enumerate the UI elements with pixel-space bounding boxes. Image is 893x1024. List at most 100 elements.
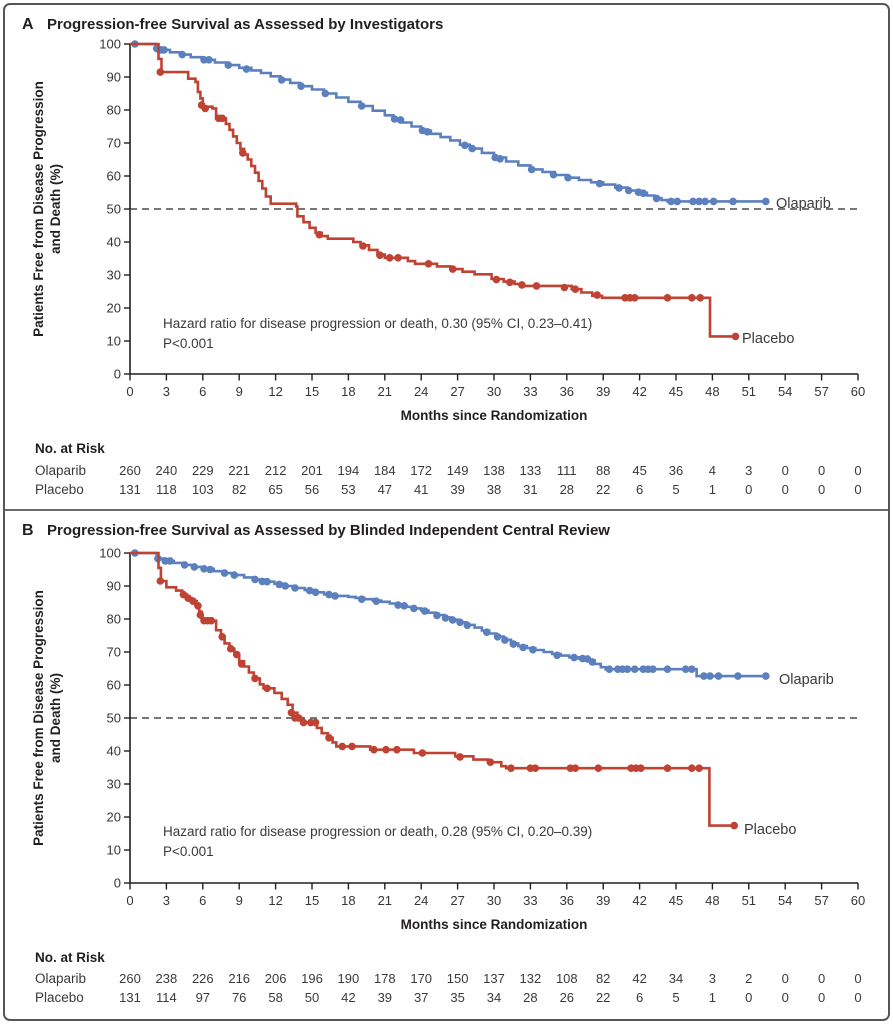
panel-b-xlabel: Months since Randomization [401, 917, 588, 932]
km-censor-marker-olaparib [423, 128, 432, 136]
x-tick-label: 12 [268, 384, 282, 399]
risk-count-placebo: 131 [119, 990, 141, 1005]
panel-b-p-value: P<0.001 [163, 844, 214, 859]
km-censor-marker-olaparib [263, 577, 271, 586]
risk-count-olaparib: 172 [410, 463, 432, 478]
km-censor-marker-placebo [207, 616, 216, 625]
km-curve-placebo [130, 42, 738, 338]
km-censor-marker-placebo [695, 764, 703, 772]
km-censor-marker-olaparib [615, 184, 623, 192]
risk-count-placebo: 34 [487, 990, 501, 1005]
km-censor-marker-olaparib [700, 672, 708, 680]
risk-count-olaparib: 88 [596, 463, 610, 478]
x-tick-label: 24 [414, 384, 428, 399]
risk-count-placebo: 6 [636, 990, 643, 1005]
risk-count-placebo: 28 [560, 482, 574, 497]
y-tick-label: 30 [107, 268, 121, 283]
km-censor-marker-olaparib [509, 640, 518, 648]
risk-count-olaparib: 111 [557, 463, 577, 478]
km-censor-marker-olaparib [224, 61, 233, 69]
risk-count-placebo: 1 [709, 990, 716, 1005]
km-censor-marker-olaparib [297, 82, 305, 90]
km-censor-marker-olaparib [624, 186, 633, 195]
km-censor-marker-placebo [424, 260, 433, 268]
y-tick-label: 70 [107, 136, 121, 151]
km-censor-marker-olaparib [588, 658, 597, 666]
km-censor-marker-placebo [237, 660, 246, 668]
x-tick-label: 33 [523, 893, 537, 908]
risk-count-olaparib: 0 [782, 971, 789, 986]
km-censor-marker-olaparib [281, 582, 290, 590]
y-tick-label: 10 [107, 334, 121, 349]
km-censor-marker-placebo [663, 294, 672, 302]
km-censor-marker-olaparib [501, 636, 509, 644]
km-censor-marker-olaparib [564, 173, 572, 182]
km-censor-marker-olaparib [325, 590, 333, 599]
km-censor-marker-placebo [218, 114, 226, 123]
risk-count-placebo: 38 [487, 482, 501, 497]
km-censor-marker-placebo [382, 745, 390, 754]
km-censor-marker-olaparib [649, 665, 657, 673]
x-tick-label: 39 [596, 893, 610, 908]
km-censor-marker-placebo [688, 294, 696, 302]
risk-count-olaparib: 3 [709, 971, 716, 986]
panel-a-ylabel-line2: and Death (%) [48, 164, 63, 254]
risk-count-olaparib: 42 [632, 971, 646, 986]
x-tick-label: 12 [268, 893, 282, 908]
x-tick-label: 24 [414, 893, 428, 908]
risk-count-placebo: 76 [232, 990, 246, 1005]
km-censor-marker-olaparib [178, 50, 186, 59]
risk-count-olaparib: 0 [854, 971, 861, 986]
risk-count-placebo: 39 [450, 482, 464, 497]
y-tick-label: 100 [99, 37, 121, 52]
panel-b-ylabel-line2: and Death (%) [48, 673, 63, 763]
risk-count-placebo: 0 [854, 482, 861, 497]
km-censor-marker-olaparib [688, 665, 696, 673]
km-censor-marker-olaparib [277, 76, 286, 84]
panel-a-ylabel-line1: Patients Free from Disease Progression [31, 81, 46, 337]
risk-count-placebo: 0 [745, 990, 752, 1005]
km-censor-marker-placebo [486, 758, 495, 766]
km-censor-marker-placebo [663, 764, 672, 772]
risk-count-placebo: 5 [672, 482, 679, 497]
risk-count-placebo: 0 [854, 990, 861, 1005]
km-censor-marker-olaparib [468, 144, 477, 153]
risk-count-placebo: 56 [305, 482, 319, 497]
km-censor-marker-olaparib [305, 586, 314, 595]
risk-count-placebo: 5 [672, 990, 679, 1005]
km-censor-marker-olaparib [230, 571, 239, 579]
panel-b-risk-row-placebo-label: Placebo [35, 990, 84, 1005]
risk-count-olaparib: 260 [119, 971, 141, 986]
km-censor-marker-olaparib [372, 597, 381, 605]
x-tick-label: 60 [851, 893, 865, 908]
km-censor-marker-placebo [560, 283, 569, 292]
km-censor-marker-olaparib [605, 665, 614, 673]
panel-b-ylabel-line1: Patients Free from Disease Progression [31, 590, 46, 846]
risk-count-placebo: 103 [192, 482, 214, 497]
km-censor-marker-olaparib [623, 665, 632, 673]
risk-count-olaparib: 2 [745, 971, 752, 986]
y-tick-label: 90 [107, 579, 121, 594]
risk-count-olaparib: 226 [192, 971, 214, 986]
figure-border [3, 3, 890, 1021]
risk-count-olaparib: 45 [632, 463, 646, 478]
km-censor-marker-olaparib [205, 56, 213, 64]
km-censor-marker-placebo [263, 684, 271, 693]
km-censor-marker-olaparib [639, 189, 647, 197]
km-censor-marker-placebo [730, 821, 738, 830]
risk-count-placebo: 0 [782, 482, 789, 497]
x-tick-label: 60 [851, 384, 865, 399]
km-censor-marker-olaparib [396, 116, 405, 124]
km-censor-marker-placebo [251, 674, 259, 683]
x-tick-label: 36 [560, 893, 574, 908]
km-censor-marker-olaparib [681, 665, 690, 673]
risk-count-placebo: 0 [818, 990, 825, 1005]
x-tick-label: 54 [778, 893, 792, 908]
risk-count-placebo: 0 [745, 482, 752, 497]
risk-count-placebo: 82 [232, 482, 246, 497]
y-tick-label: 40 [107, 744, 121, 759]
x-tick-label: 21 [378, 893, 392, 908]
risk-count-olaparib: 216 [228, 971, 250, 986]
km-censor-marker-olaparib [734, 672, 742, 680]
